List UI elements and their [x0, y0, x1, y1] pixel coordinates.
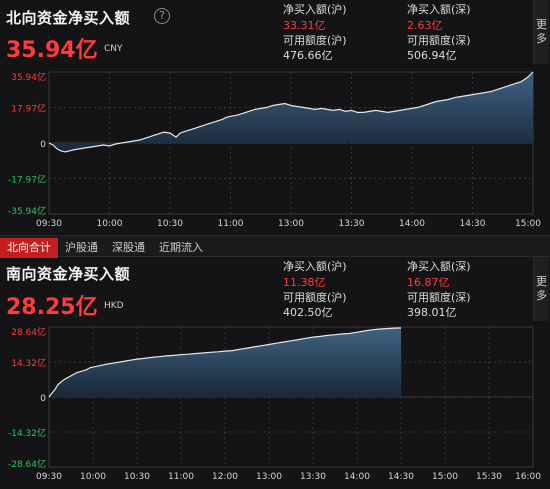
north-stat-value-sh-quota: 476.66亿: [283, 49, 333, 62]
north-stat-label-sh-quota: 可用额度(沪): [283, 34, 347, 47]
south-x-tick-label: 09:30: [36, 472, 62, 482]
north-x-tick-label: 10:30: [157, 219, 183, 229]
south-more-label: 更多: [536, 275, 547, 302]
north-y-tick-label: -17.97亿: [8, 174, 46, 186]
north-x-tick-label: 14:00: [399, 219, 425, 229]
north-stat-label-sh-net: 净买入额(沪): [283, 3, 347, 16]
south-title: 南向资金净买入额: [6, 265, 131, 283]
north-y-tick-label: 17.97亿: [11, 103, 46, 115]
south-stat-label-sh-net: 净买入额(沪): [283, 260, 347, 273]
south-stat-value-sz-net: 16.87亿: [407, 276, 450, 289]
south-currency: HKD: [104, 301, 124, 311]
tab-recent-inflow[interactable]: 近期流入: [159, 241, 203, 254]
north-stat-label-sz-net: 净买入额(深): [407, 3, 471, 16]
south-stat-value-sz-quota: 398.01亿: [407, 306, 457, 319]
south-area-fill: [49, 328, 401, 397]
south-more-button[interactable]: 更多: [533, 257, 549, 321]
south-x-tick-label: 13:30: [300, 472, 326, 482]
south-x-tick-label: 11:00: [168, 472, 194, 482]
north-series-line: [48, 71, 534, 153]
south-x-tick-label: 10:30: [124, 472, 150, 482]
north-x-tick-label: 09:30: [36, 219, 62, 229]
tab-bar: 北向合计 沪股通 深股通 近期流入: [0, 235, 550, 258]
north-y-tick-label: 35.94亿: [11, 71, 46, 83]
north-y-tick-label: -35.94亿: [8, 205, 46, 217]
south-x-axis: 09:30 10:00 10:30 11:00 12:00 13:00 13:30 14:00…: [36, 472, 541, 482]
south-x-tick-label: 12:00: [212, 472, 238, 482]
north-chart-area: [48, 71, 534, 153]
south-y-tick-label: -28.64亿: [8, 458, 46, 470]
north-help-icon[interactable]: ?: [154, 8, 170, 24]
south-y-tick-label: -14.32亿: [8, 427, 46, 439]
south-x-tick-label: 14:30: [388, 472, 414, 482]
north-currency: CNY: [104, 44, 123, 54]
south-stat-value-sh-net: 11.38亿: [283, 276, 326, 289]
south-x-tick-label: 15:00: [432, 472, 458, 482]
south-y-tick-label: 0: [40, 394, 46, 404]
north-stat-value-sh-net: 33.31亿: [283, 19, 326, 32]
north-stat-label-sz-quota: 可用额度(深): [407, 34, 471, 47]
north-x-axis: 09:30 10:00 10:30 11:00 13:00 13:30 14:00 14:30…: [36, 219, 541, 229]
north-more-label: 更多: [536, 18, 547, 45]
north-stat-value-sz-net: 2.63亿: [407, 19, 443, 32]
south-y-tick-label: 28.64亿: [11, 326, 46, 338]
north-x-tick-label: 14:30: [460, 219, 486, 229]
north-x-tick-label: 15:00: [515, 219, 541, 229]
north-x-tick-label: 13:30: [339, 219, 365, 229]
north-x-tick-label: 13:00: [278, 219, 304, 229]
tab-sz-connect[interactable]: 深股通: [112, 241, 145, 254]
south-chart: 28.64亿 14.32亿 0 -14.32亿 -28.64亿 09:30 10:00 10…: [8, 326, 541, 482]
south-series-line: [48, 327, 402, 398]
south-stat-label-sz-quota: 可用额度(深): [407, 291, 471, 304]
north-chart: 35.94亿 17.97亿 0 -17.97亿 -35.94亿 09:30 10:00 10…: [8, 71, 541, 229]
north-title: 北向资金净买入额: [6, 9, 131, 27]
south-stat-label-sh-quota: 可用额度(沪): [283, 291, 347, 304]
south-y-axis: 28.64亿 14.32亿 0 -14.32亿 -28.64亿: [8, 326, 46, 470]
tab-north-total[interactable]: 北向合计: [0, 238, 58, 258]
south-x-tick-label: 15:30: [476, 472, 502, 482]
south-stat-value-sh-quota: 402.50亿: [283, 306, 333, 319]
north-y-axis: 35.94亿 17.97亿 0 -17.97亿 -35.94亿: [8, 71, 46, 217]
tab-sh-connect[interactable]: 沪股通: [65, 241, 98, 254]
south-x-tick-label: 13:00: [256, 472, 282, 482]
north-stat-value-sz-quota: 506.94亿: [407, 49, 457, 62]
north-area-fill: [49, 72, 533, 152]
north-x-tick-label: 11:00: [218, 219, 244, 229]
north-more-button[interactable]: 更多: [533, 0, 549, 64]
south-x-tick-label: 16:00: [515, 472, 541, 482]
north-big-value: 35.94亿: [6, 38, 98, 63]
south-x-tick-label: 14:00: [344, 472, 370, 482]
south-chart-area: [48, 327, 402, 398]
south-y-tick-label: 14.32亿: [11, 357, 46, 369]
north-x-tick-label: 10:00: [97, 219, 123, 229]
south-stat-label-sz-net: 净买入额(深): [407, 260, 471, 273]
south-big-value: 28.25亿: [6, 295, 98, 320]
north-y-tick-label: 0: [40, 140, 46, 150]
south-x-tick-label: 10:00: [80, 472, 106, 482]
